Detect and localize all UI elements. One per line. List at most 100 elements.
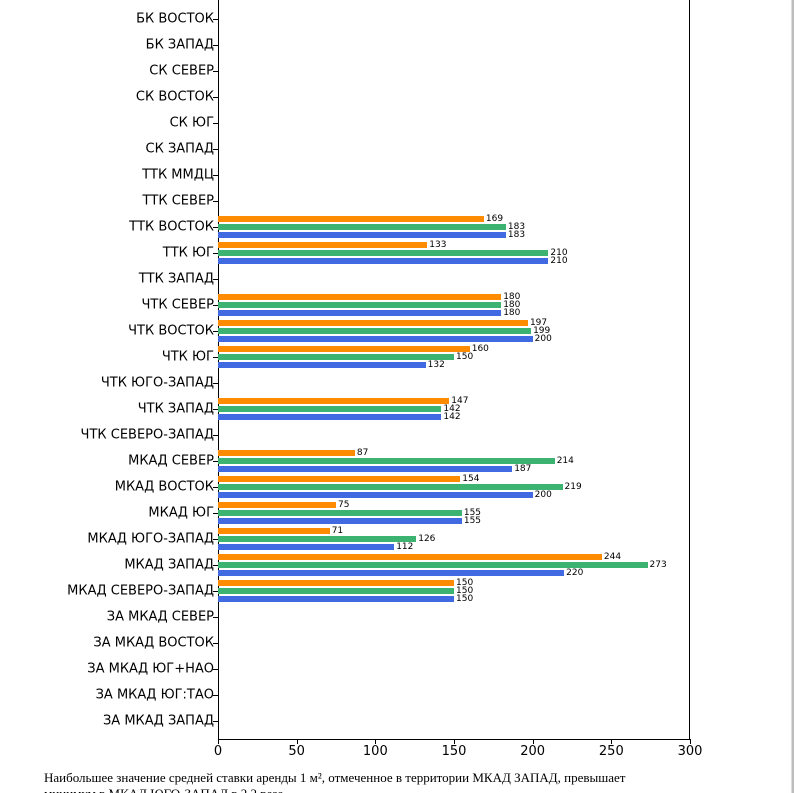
- bar-value-label: 87: [357, 448, 368, 458]
- caption-line1: Наибольшее значение средней ставки аренд…: [44, 770, 625, 785]
- bar: [218, 484, 563, 490]
- category-label: СК ЮГ: [170, 116, 214, 131]
- xtick-label: 250: [599, 744, 624, 759]
- bar-value-label: 273: [650, 560, 667, 570]
- bar-value-label: 214: [557, 456, 574, 466]
- bar: [218, 224, 506, 230]
- xtick-label: 200: [520, 744, 545, 759]
- category-label: ЧТК СЕВЕРО-ЗАПАД: [81, 427, 214, 442]
- bar-value-label: 142: [443, 412, 460, 422]
- category-label: БК ЗАПАД: [146, 38, 214, 53]
- bar-value-label: 132: [428, 360, 445, 370]
- xtick-label: 300: [678, 744, 703, 759]
- bar: [218, 492, 533, 498]
- category-label: МКАД ЮГ: [148, 505, 214, 520]
- bar-value-label: 169: [486, 214, 503, 224]
- bar-value-label: 200: [535, 490, 552, 500]
- bar: [218, 354, 454, 360]
- category-label: БК ВОСТОК: [136, 12, 214, 27]
- category-label: МКАД ЮГО-ЗАПАД: [87, 531, 214, 546]
- xtick-label: 150: [442, 744, 467, 759]
- bar: [218, 458, 555, 464]
- bar: [218, 406, 441, 412]
- bar-value-label: 75: [338, 500, 349, 510]
- bar-value-label: 155: [464, 516, 481, 526]
- bar-value-label: 180: [503, 308, 520, 318]
- category-label: ТТК ЗАПАД: [139, 272, 214, 287]
- bar-value-label: 220: [566, 568, 583, 578]
- category-label: МКАД ВОСТОК: [115, 479, 214, 494]
- bar-value-label: 150: [456, 352, 473, 362]
- bar-value-label: 200: [535, 334, 552, 344]
- bar: [218, 466, 512, 472]
- bar-value-label: 154: [462, 474, 479, 484]
- bar-value-label: 210: [550, 256, 567, 266]
- category-label: МКАД СЕВЕРО-ЗАПАД: [67, 583, 214, 598]
- category-label: ЗА МКАД ВОСТОК: [93, 635, 214, 650]
- bar-value-label: 160: [472, 344, 489, 354]
- category-label: МКАД СЕВЕР: [128, 453, 214, 468]
- xtick-label: 0: [214, 744, 222, 759]
- bar: [218, 250, 548, 256]
- bar: [218, 510, 462, 516]
- category-label: ЗА МКАД ЮГ+НАО: [87, 661, 214, 676]
- bar: [218, 580, 454, 586]
- bar: [218, 216, 484, 222]
- bar-value-label: 126: [418, 534, 435, 544]
- bar: [218, 518, 462, 524]
- bar: [218, 346, 470, 352]
- bar: [218, 450, 355, 456]
- bar: [218, 536, 416, 542]
- bar-value-label: 71: [332, 526, 343, 536]
- plot-area: [218, 0, 690, 740]
- bar: [218, 258, 548, 264]
- bar-value-label: 219: [565, 482, 582, 492]
- bar: [218, 596, 454, 602]
- bar: [218, 588, 454, 594]
- bar: [218, 232, 506, 238]
- bar: [218, 302, 501, 308]
- category-label: ЗА МКАД ЗАПАД: [103, 713, 214, 728]
- bar: [218, 502, 336, 508]
- category-label: ЧТК СЕВЕР: [142, 298, 214, 313]
- bar: [218, 544, 394, 550]
- category-label: СК СЕВЕР: [149, 64, 214, 79]
- page: { "chart": { "type": "bar-horizontal-gro…: [0, 0, 794, 793]
- bar: [218, 570, 564, 576]
- bar: [218, 476, 460, 482]
- caption-text: Наибольшее значение средней ставки аренд…: [44, 770, 764, 793]
- bar-value-label: 133: [429, 240, 446, 250]
- bar: [218, 242, 427, 248]
- bar: [218, 362, 426, 368]
- category-label: ЧТК ЮГО-ЗАПАД: [101, 375, 214, 390]
- category-label: ТТК ЮГ: [163, 246, 214, 261]
- bar: [218, 336, 533, 342]
- bar: [218, 398, 449, 404]
- category-label: ТТК СЕВЕР: [142, 194, 214, 209]
- bar-value-label: 150: [456, 594, 473, 604]
- category-label: ЗА МКАД ЮГ:ТАО: [96, 687, 214, 702]
- category-label: ЧТК ЮГ: [162, 350, 214, 365]
- category-label: ТТК ММДЦ: [142, 168, 214, 183]
- bar: [218, 294, 501, 300]
- category-label: ЗА МКАД СЕВЕР: [107, 609, 214, 624]
- bar-value-label: 244: [604, 552, 621, 562]
- bar: [218, 414, 441, 420]
- category-label: СК ЗАПАД: [146, 142, 215, 157]
- bar-value-label: 112: [396, 542, 413, 552]
- bar: [218, 328, 531, 334]
- category-label: ЧТК ВОСТОК: [128, 324, 214, 339]
- bar: [218, 554, 602, 560]
- category-label: ТТК ВОСТОК: [129, 220, 214, 235]
- xtick-label: 50: [288, 744, 305, 759]
- bar-value-label: 183: [508, 230, 525, 240]
- category-label: ЧТК ЗАПАД: [138, 401, 214, 416]
- category-label: МКАД ЗАПАД: [124, 557, 214, 572]
- bar-value-label: 187: [514, 464, 531, 474]
- xtick-label: 100: [363, 744, 388, 759]
- category-label: СК ВОСТОК: [136, 90, 214, 105]
- caption-line2: минимум в МКАД ЮГО-ЗАПАД в 2,2 раза.: [44, 786, 287, 793]
- bar: [218, 320, 528, 326]
- bar: [218, 528, 330, 534]
- bar: [218, 310, 501, 316]
